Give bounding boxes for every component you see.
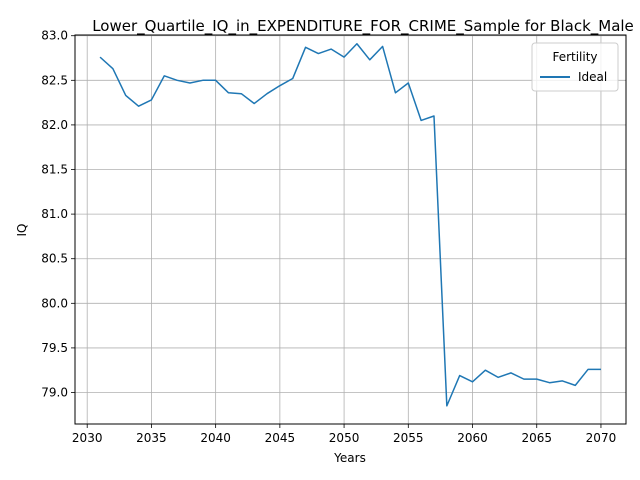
x-axis-ticks: 2030 2035 2040 2045 2050 2055 2060 2065 2070	[72, 424, 616, 445]
y-tick-label: 79.0	[41, 386, 68, 400]
x-axis-label: Years	[333, 451, 366, 465]
x-tick-label: 2045	[265, 431, 296, 445]
series-group	[99, 42, 601, 407]
y-tick-label: 82.0	[41, 118, 68, 132]
series-line-ideal	[99, 42, 601, 407]
y-axis-label: IQ	[15, 224, 29, 237]
x-tick-label: 2040	[200, 431, 231, 445]
grid	[75, 35, 626, 424]
x-tick-label: 2065	[521, 431, 552, 445]
x-tick-label: 2060	[457, 431, 488, 445]
y-tick-label: 82.5	[41, 73, 68, 87]
plot-area-frame	[74, 34, 627, 425]
chart-title: Lower_Quartile_IQ_in_EXPENDITURE_FOR_CRI…	[92, 17, 634, 36]
legend-label-ideal: Ideal	[578, 70, 607, 84]
x-tick-label: 2050	[329, 431, 360, 445]
y-tick-label: 80.5	[41, 252, 68, 266]
y-tick-label: 83.0	[41, 29, 68, 43]
legend-title: Fertility	[552, 50, 597, 64]
x-tick-label: 2030	[72, 431, 103, 445]
y-tick-label: 80.0	[41, 296, 68, 310]
legend: Fertility Ideal	[531, 42, 619, 92]
y-tick-label: 79.5	[41, 341, 68, 355]
y-tick-label: 81.0	[41, 207, 68, 221]
x-tick-label: 2070	[586, 431, 617, 445]
legend-box	[531, 42, 619, 92]
y-axis-ticks: 79.0 79.5 80.0 80.5 81.0 81.5 82.0 82.5 83.0	[41, 29, 75, 400]
x-tick-label: 2035	[136, 431, 167, 445]
y-tick-label: 81.5	[41, 163, 68, 177]
x-tick-label: 2055	[393, 431, 424, 445]
